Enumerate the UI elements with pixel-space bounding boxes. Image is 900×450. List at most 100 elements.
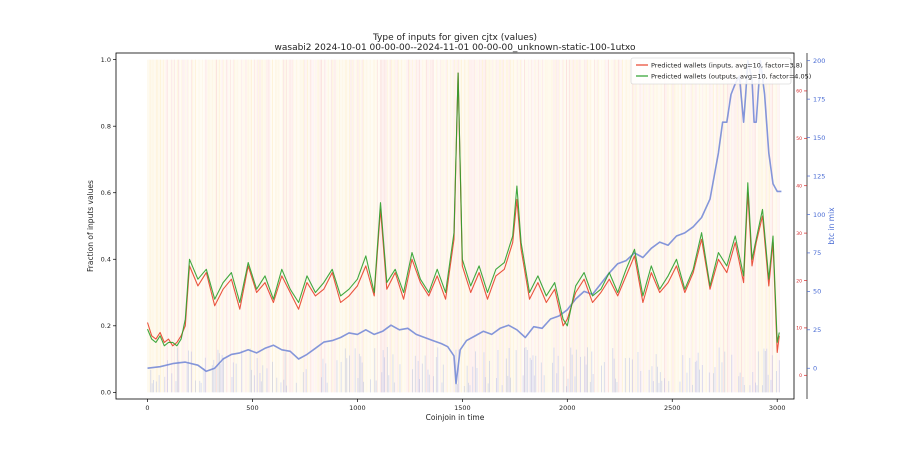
background-bar bbox=[196, 59, 198, 393]
background-bar bbox=[735, 59, 737, 393]
background-bar bbox=[421, 59, 423, 393]
background-bar bbox=[522, 59, 524, 393]
background-bar bbox=[640, 59, 642, 393]
background-bar bbox=[153, 59, 154, 393]
background-bar-blue bbox=[203, 368, 205, 393]
y2-axis-label: btc in mix bbox=[827, 207, 836, 245]
background-bar-blue bbox=[752, 372, 754, 393]
background-bar bbox=[375, 59, 377, 393]
background-bar bbox=[535, 59, 537, 393]
background-bar bbox=[185, 59, 187, 393]
background-bar bbox=[300, 59, 301, 393]
background-bar bbox=[505, 59, 507, 393]
background-bar bbox=[195, 59, 196, 393]
background-bar bbox=[696, 59, 698, 393]
background-bar-blue bbox=[721, 362, 723, 393]
background-bar bbox=[679, 59, 681, 393]
background-bar-blue bbox=[540, 362, 542, 393]
background-bar bbox=[221, 59, 223, 393]
background-bar bbox=[393, 59, 395, 393]
background-bar bbox=[689, 59, 691, 393]
background-bar bbox=[616, 59, 618, 393]
background-bar-blue bbox=[284, 352, 286, 393]
background-bar bbox=[364, 59, 366, 393]
background-bar bbox=[641, 59, 643, 393]
background-bar bbox=[405, 59, 406, 393]
background-bar bbox=[220, 59, 222, 393]
background-bar bbox=[700, 59, 702, 393]
background-bar bbox=[420, 59, 422, 393]
background-bar-blue bbox=[262, 365, 264, 393]
background-bar bbox=[403, 59, 405, 393]
background-bar bbox=[651, 59, 653, 393]
background-bar bbox=[339, 59, 341, 393]
x-axis-label: Coinjoin in time bbox=[426, 413, 485, 422]
background-bar bbox=[529, 59, 531, 393]
background-bar bbox=[736, 59, 738, 393]
background-bar bbox=[287, 59, 289, 393]
background-bar bbox=[549, 59, 551, 393]
background-bar bbox=[360, 59, 362, 393]
legend: Predicted wallets (inputs, avg=10, facto… bbox=[630, 57, 811, 85]
background-bar-blue bbox=[223, 357, 224, 393]
background-bar bbox=[644, 59, 646, 393]
background-bar-blue bbox=[655, 354, 657, 393]
background-bar-blue bbox=[603, 362, 605, 393]
background-bar bbox=[426, 59, 427, 393]
background-bar bbox=[377, 59, 378, 393]
background-bar bbox=[494, 59, 496, 393]
background-bar bbox=[575, 59, 577, 393]
background-bar-blue bbox=[658, 382, 660, 393]
background-bar-blue bbox=[466, 365, 468, 393]
background-bar bbox=[773, 59, 775, 393]
background-bar bbox=[363, 59, 364, 393]
background-bar bbox=[230, 59, 231, 393]
background-bar-blue bbox=[295, 382, 297, 393]
background-bar bbox=[237, 59, 238, 393]
background-bar bbox=[560, 59, 562, 393]
background-bar bbox=[428, 59, 430, 393]
background-bar bbox=[248, 59, 250, 393]
background-bar-blue bbox=[515, 350, 517, 393]
background-bar-blue bbox=[613, 358, 615, 393]
background-bar bbox=[536, 59, 538, 393]
background-bar bbox=[764, 59, 766, 393]
background-bar bbox=[675, 59, 677, 393]
background-bar bbox=[386, 59, 388, 393]
background-bar-blue bbox=[766, 348, 768, 393]
background-bar-blue bbox=[487, 383, 489, 393]
background-bar bbox=[340, 59, 342, 393]
background-bar bbox=[682, 59, 684, 393]
background-bar-blue bbox=[567, 378, 569, 393]
background-bar bbox=[587, 59, 588, 393]
background-bar-blue bbox=[552, 362, 553, 393]
background-bar bbox=[612, 59, 614, 393]
background-bar bbox=[239, 59, 241, 393]
background-bar bbox=[734, 59, 735, 393]
background-bar bbox=[617, 59, 619, 393]
background-bar bbox=[718, 59, 720, 393]
background-bar bbox=[591, 59, 593, 393]
background-bar bbox=[333, 59, 335, 393]
background-bar bbox=[365, 59, 367, 393]
background-bar bbox=[224, 59, 226, 393]
background-bar bbox=[319, 59, 321, 393]
background-bar-blue bbox=[158, 375, 160, 393]
background-bar bbox=[668, 59, 670, 393]
background-bar bbox=[673, 59, 675, 393]
background-bar bbox=[189, 59, 191, 393]
background-bar bbox=[419, 59, 420, 393]
background-bar-blue bbox=[601, 365, 602, 393]
background-bar bbox=[477, 59, 479, 393]
y2-tick-label: 75 bbox=[813, 249, 821, 257]
y3-tick-label: 10 bbox=[796, 326, 802, 332]
background-bar-blue bbox=[557, 355, 559, 393]
background-bar-blue bbox=[382, 350, 384, 393]
background-bar-blue bbox=[556, 373, 558, 393]
background-bar bbox=[206, 59, 208, 393]
background-bar bbox=[552, 59, 553, 393]
background-bar-blue bbox=[325, 363, 327, 393]
background-bar bbox=[318, 59, 320, 393]
background-bar bbox=[777, 59, 779, 393]
background-bar bbox=[294, 59, 296, 393]
